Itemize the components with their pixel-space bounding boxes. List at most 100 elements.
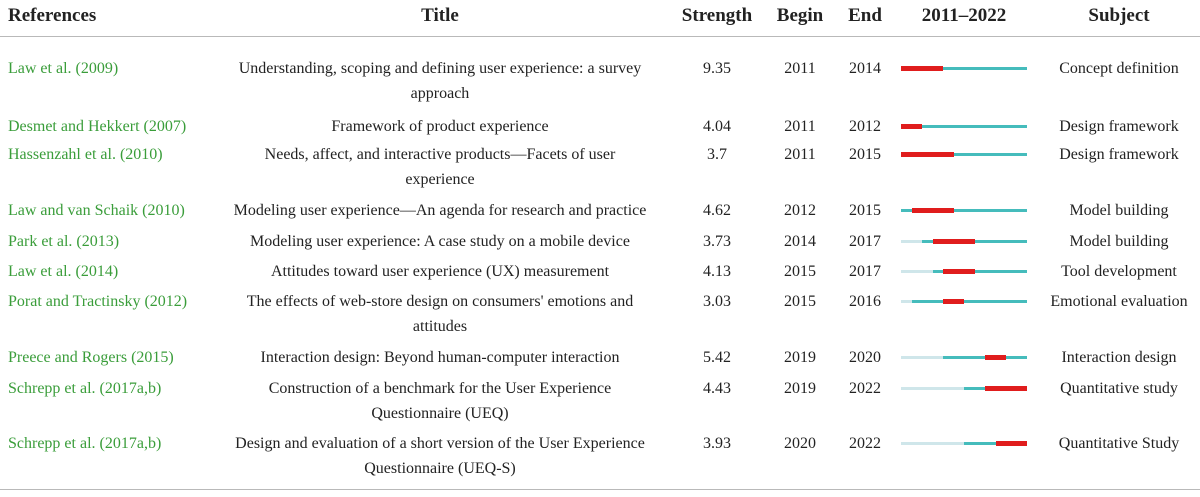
reference-year-link[interactable]: 2010 [147, 202, 180, 219]
reference-year-link[interactable]: 2013 [81, 233, 114, 250]
reference-author: Law and van Schaik ( [8, 202, 148, 219]
title-line-2: Questionnaire (UEQ) [371, 405, 509, 422]
reference-close: ) [179, 202, 185, 219]
subject-cell: Model building [1069, 233, 1169, 250]
reference-author: Schrepp et al. ( [8, 380, 105, 397]
subject-cell: Interaction design [1061, 349, 1177, 366]
reference-cell: Law et al. (2009) [8, 56, 118, 81]
strength-cell: 9.35 [703, 60, 731, 77]
reference-author: Law et al. ( [8, 263, 81, 280]
timeline-active-segment [901, 125, 1027, 128]
subject-cell: Quantitative Study [1058, 435, 1180, 452]
reference-author: Porat and Tractinsky ( [8, 293, 150, 310]
begin-cell: 2019 [784, 349, 816, 366]
strength-cell: 4.62 [703, 202, 731, 219]
timeline-burst-segment [985, 355, 1006, 360]
title-line-1: Attitudes toward user experience (UX) me… [270, 263, 610, 280]
reference-close: ) [181, 293, 188, 310]
reference-cell: Law et al. (2014) [8, 259, 118, 284]
strength-cell: 4.13 [703, 263, 731, 280]
begin-cell: 2015 [784, 263, 816, 280]
reference-author: Hassenzahl et al. ( [8, 146, 126, 163]
title-cell: Design and evaluation of a short version… [200, 431, 680, 481]
title-cell: Needs, affect, and interactive products—… [200, 142, 680, 192]
timeline-burst-segment [901, 66, 943, 71]
end-cell: 2022 [849, 435, 881, 452]
begin-cell: 2014 [784, 233, 816, 250]
begin-cell: 2011 [784, 146, 816, 163]
reference-year-link[interactable]: 2010 [125, 146, 158, 163]
subject-cell: Concept definition [1059, 60, 1179, 77]
reference-author: Law et al. ( [8, 60, 81, 77]
burst-timeline [901, 382, 1027, 396]
title-cell: Attitudes toward user experience (UX) me… [200, 259, 680, 284]
begin-cell: 2011 [784, 60, 816, 77]
reference-close: ) [112, 263, 119, 280]
header-end: End [848, 5, 882, 26]
reference-year-link[interactable]: 2012 [149, 293, 182, 310]
title-line-1: Design and evaluation of a short version… [235, 435, 645, 452]
title-line-2: experience [405, 171, 475, 188]
reference-year-link[interactable]: 2007 [148, 118, 181, 135]
title-line-1: Modeling user experience—An agenda for r… [233, 202, 647, 219]
burst-timeline [901, 265, 1027, 279]
reference-close: ) [157, 146, 163, 163]
strength-cell: 3.7 [707, 146, 727, 163]
timeline-active-segment [901, 67, 1027, 70]
reference-cell: Law and van Schaik (2010) [8, 198, 185, 223]
begin-cell: 2020 [784, 435, 816, 452]
end-cell: 2022 [849, 380, 881, 397]
end-cell: 2017 [849, 263, 881, 280]
timeline-before-segment [901, 442, 964, 445]
title-line-1: Modeling user experience: A case study o… [250, 233, 630, 250]
end-cell: 2020 [849, 349, 881, 366]
title-line-1: Interaction design: Beyond human-compute… [260, 349, 620, 366]
timeline-before-segment [901, 387, 964, 390]
title-cell: Framework of product experience [200, 114, 680, 139]
timeline-before-segment [901, 240, 922, 243]
begin-cell: 2011 [784, 118, 816, 135]
title-line-1: Understanding, scoping and defining user… [238, 60, 642, 77]
timeline-active-segment [901, 153, 1027, 156]
timeline-before-segment [901, 300, 912, 303]
reference-year-link[interactable]: 2014 [80, 263, 113, 280]
strength-cell: 3.73 [703, 233, 731, 250]
subject-cell: Emotional evaluation [1050, 293, 1188, 310]
title-line-2: attitudes [412, 318, 468, 335]
burst-timeline [901, 235, 1027, 249]
timeline-burst-segment [901, 124, 922, 129]
subject-cell: Design framework [1059, 146, 1179, 163]
strength-cell: 3.03 [703, 293, 731, 310]
header-references: References [8, 5, 97, 26]
reference-year-link[interactable]: 2017a,b [104, 380, 156, 397]
timeline-burst-segment [901, 152, 954, 157]
end-cell: 2015 [849, 146, 881, 163]
reference-year-link[interactable]: 2009 [80, 60, 113, 77]
timeline-burst-segment [911, 208, 954, 213]
title-cell: Modeling user experience—An agenda for r… [200, 198, 680, 223]
title-cell: Interaction design: Beyond human-compute… [200, 345, 680, 370]
end-cell: 2017 [849, 233, 881, 250]
timeline-active-segment [932, 270, 1027, 273]
burst-timeline [901, 148, 1027, 162]
begin-cell: 2019 [784, 380, 816, 397]
reference-year-link[interactable]: 2015 [136, 349, 169, 366]
reference-author: Schrepp et al. ( [8, 435, 105, 452]
title-line-2: approach [410, 85, 470, 102]
begin-cell: 2012 [784, 202, 816, 219]
strength-cell: 5.42 [703, 349, 731, 366]
reference-author: Preece and Rogers ( [8, 349, 137, 366]
timeline-burst-segment [932, 239, 975, 244]
title-line-1: The effects of web-store design on consu… [246, 293, 634, 310]
reference-year-link[interactable]: 2017a,b [104, 435, 156, 452]
burst-timeline [901, 437, 1027, 451]
subject-cell: Design framework [1059, 118, 1179, 135]
reference-cell: Schrepp et al. (2017a,b) [8, 376, 161, 401]
burst-timeline [901, 351, 1027, 365]
timeline-active-segment [922, 240, 1027, 243]
reference-cell: Hassenzahl et al. (2010) [8, 142, 163, 167]
reference-close: ) [155, 435, 162, 452]
begin-cell: 2015 [784, 293, 816, 310]
title-line-2: Questionnaire (UEQ-S) [364, 460, 516, 477]
